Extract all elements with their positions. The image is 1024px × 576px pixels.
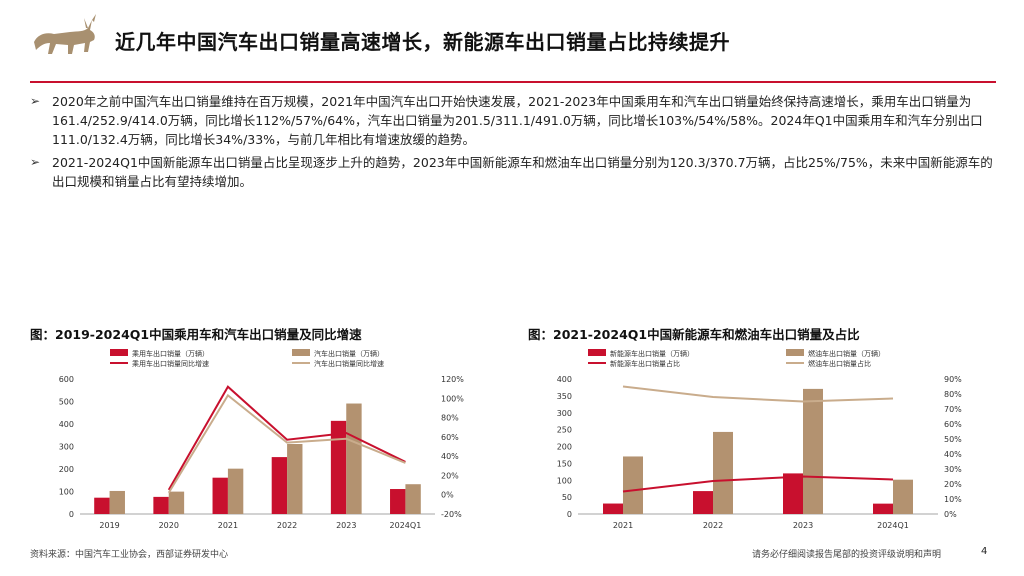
right-chart-title: 图：2021-2024Q1中国新能源车和燃油车出口销量及占比 [528, 327, 860, 342]
title-divider [30, 81, 996, 83]
y2-tick-label: 40% [944, 450, 962, 459]
arrow-bullet-icon: ➢ [30, 155, 41, 169]
x-tick-label: 2019 [99, 521, 119, 530]
bar [873, 503, 893, 514]
bar [346, 403, 362, 514]
bullet-list: ➢ 2020年之前中国汽车出口销量维持在百万规模，2021年中国汽车出口开始快速… [30, 92, 998, 195]
y2-tick-label: 0% [944, 510, 957, 519]
bar [109, 490, 125, 514]
legend-swatch [588, 349, 606, 356]
y-tick-label: 200 [557, 443, 572, 452]
legend-label: 燃油车出口销量（万辆） [808, 349, 885, 358]
y-tick-label: 300 [59, 443, 74, 452]
legend-label: 新能源车出口销量占比 [610, 359, 680, 368]
y-tick-label: 150 [557, 459, 572, 468]
right-chart: 新能源车出口销量（万辆） 燃油车出口销量（万辆） 新能源车出口销量占比 燃油车出口销量… [528, 345, 998, 535]
y2-tick-label: 120% [441, 375, 464, 384]
bar [713, 431, 733, 514]
y-tick-label: 500 [59, 398, 74, 407]
legend-swatch [786, 349, 804, 356]
y2-tick-label: 40% [441, 452, 459, 461]
bar [783, 473, 803, 514]
y-tick-label: 100 [59, 488, 74, 497]
y-tick-label: 350 [557, 392, 572, 401]
page-number: 4 [981, 546, 988, 557]
page-title: 近几年中国汽车出口销量高速增长，新能源车出口销量占比持续提升 [115, 30, 730, 54]
bar [287, 444, 303, 514]
bar [405, 484, 421, 514]
y2-tick-label: 50% [944, 435, 962, 444]
x-tick-label: 2022 [277, 521, 297, 530]
bullet-item: ➢ 2020年之前中国汽车出口销量维持在百万规模，2021年中国汽车出口开始快速… [30, 92, 998, 149]
left-chart-svg: 乘用车出口销量（万辆） 汽车出口销量（万辆） 乘用车出口销量同比增速 汽车出口销量同比… [59, 349, 464, 530]
y-tick-label: 250 [557, 426, 572, 435]
disclaimer: 请务必仔细阅读报告尾部的投资评级说明和声明 [752, 550, 942, 560]
bar [212, 477, 228, 514]
y2-tick-label: 20% [441, 471, 459, 480]
y2-tick-label: 20% [944, 480, 962, 489]
y-tick-label: 600 [59, 375, 74, 384]
y-tick-label: 0 [567, 510, 572, 519]
y2-tick-label: 60% [441, 433, 459, 442]
bar [623, 456, 643, 514]
bar [94, 497, 110, 514]
y2-tick-label: 60% [944, 420, 962, 429]
bar [227, 468, 244, 514]
y-tick-label: 200 [59, 465, 74, 474]
bull-logo-icon [34, 14, 96, 54]
y2-tick-label: 80% [944, 390, 962, 399]
y2-tick-label: -20% [441, 510, 462, 519]
bar [390, 489, 406, 514]
y2-tick-label: 100% [441, 394, 464, 403]
bar [603, 503, 623, 514]
y2-tick-label: 30% [944, 465, 962, 474]
x-tick-label: 2024Q1 [877, 521, 909, 530]
legend-swatch [110, 349, 128, 356]
bar [153, 496, 169, 514]
series-line [167, 393, 406, 494]
source-note: 资料来源：中国汽车工业协会，西部证券研发中心 [30, 550, 229, 560]
y2-tick-label: 70% [944, 405, 962, 414]
legend-label: 汽车出口销量（万辆） [314, 349, 384, 358]
series-line [622, 385, 894, 403]
y-tick-label: 300 [557, 409, 572, 418]
bar [271, 457, 288, 514]
bar [168, 491, 185, 514]
x-tick-label: 2024Q1 [390, 521, 422, 530]
y-tick-label: 50 [562, 493, 572, 502]
left-chart-title: 图：2019-2024Q1中国乘用车和汽车出口销量及同比增速 [30, 327, 362, 342]
x-tick-label: 2021 [613, 521, 633, 530]
y2-tick-label: 0% [441, 491, 454, 500]
right-chart-svg: 新能源车出口销量（万辆） 燃油车出口销量（万辆） 新能源车出口销量占比 燃油车出口销量… [557, 349, 962, 530]
x-tick-label: 2020 [159, 521, 179, 530]
x-tick-label: 2023 [793, 521, 813, 530]
left-chart: 乘用车出口销量（万辆） 汽车出口销量（万辆） 乘用车出口销量同比增速 汽车出口销量同比… [30, 345, 490, 535]
y-tick-label: 0 [69, 510, 74, 519]
bar [330, 420, 347, 514]
bullet-text: 2021-2024Q1中国新能源车出口销量占比呈现逐步上升的趋势，2023年中国… [52, 155, 993, 189]
y2-tick-label: 80% [441, 414, 459, 423]
y2-tick-label: 10% [944, 495, 962, 504]
x-tick-label: 2021 [218, 521, 238, 530]
legend-label: 乘用车出口销量（万辆） [132, 349, 209, 358]
legend-label: 燃油车出口销量占比 [808, 359, 871, 368]
bullet-text: 2020年之前中国汽车出口销量维持在百万规模，2021年中国汽车出口开始快速发展… [52, 94, 983, 147]
bar [693, 491, 713, 514]
legend-label: 乘用车出口销量同比增速 [132, 359, 209, 368]
arrow-bullet-icon: ➢ [30, 94, 41, 108]
legend-label: 汽车出口销量同比增速 [314, 359, 384, 368]
y-tick-label: 100 [557, 476, 572, 485]
legend-swatch [292, 349, 310, 356]
series-line [167, 385, 406, 491]
x-tick-label: 2022 [703, 521, 723, 530]
y-tick-label: 400 [557, 375, 572, 384]
bar [803, 388, 823, 514]
y2-tick-label: 90% [944, 375, 962, 384]
x-tick-label: 2023 [336, 521, 356, 530]
y-tick-label: 400 [59, 420, 74, 429]
bar [893, 479, 913, 514]
bullet-item: ➢ 2021-2024Q1中国新能源车出口销量占比呈现逐步上升的趋势，2023年… [30, 153, 998, 191]
series-line [622, 475, 894, 493]
legend-label: 新能源车出口销量（万辆） [610, 349, 694, 358]
